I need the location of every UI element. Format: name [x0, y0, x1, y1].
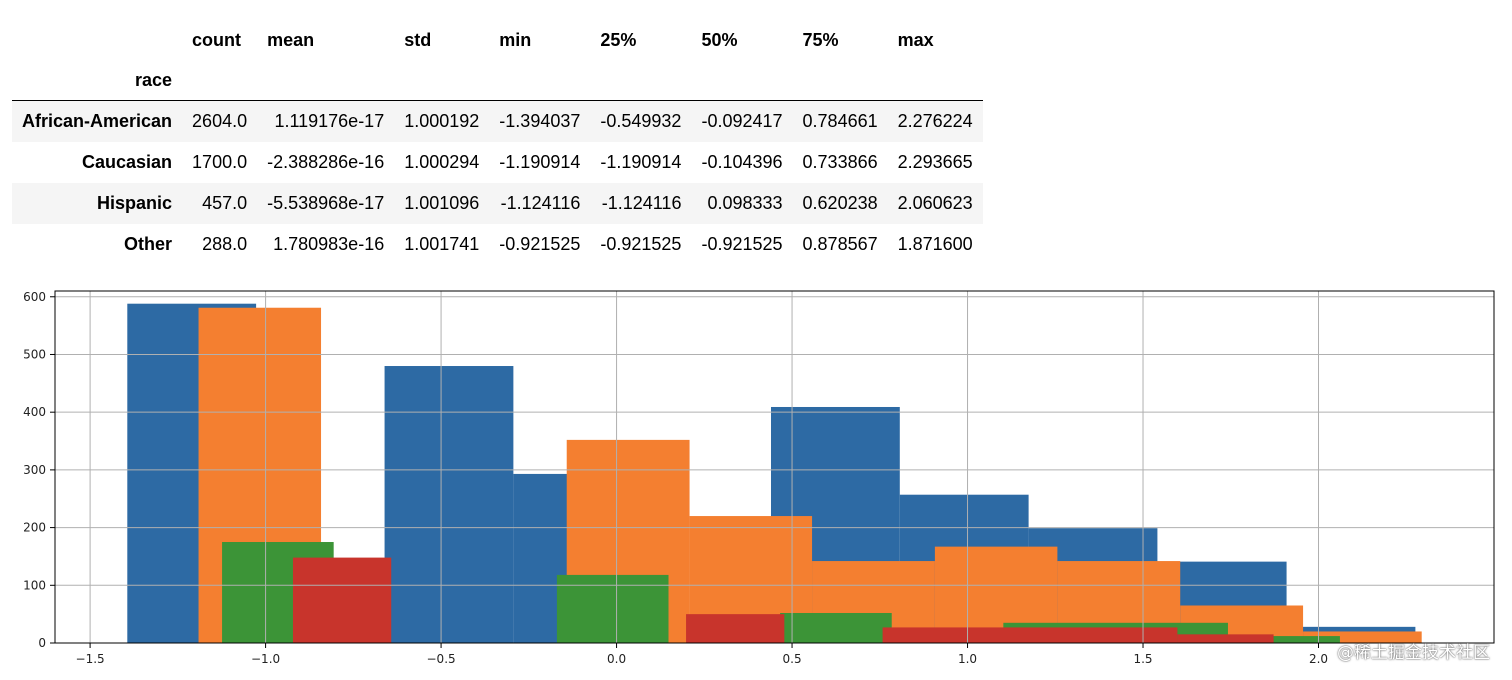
- column-header: min: [499, 29, 532, 50]
- cell: 1.780983e-16: [273, 233, 385, 254]
- watermark: @稀土掘金技术社区: [1337, 643, 1490, 663]
- column-header: count: [192, 29, 242, 50]
- cell: -1.394037: [499, 110, 581, 131]
- cell: -5.538968e-17: [267, 192, 385, 213]
- cell: -0.104396: [701, 151, 783, 172]
- index-name: race: [12, 60, 183, 101]
- cell: 1.001096: [404, 192, 480, 213]
- corner-cell: [12, 20, 182, 60]
- cell: 0.098333: [707, 192, 783, 213]
- cell: 0.620238: [802, 192, 878, 213]
- column-header: 75%: [802, 29, 839, 50]
- cell: -0.921525: [600, 233, 682, 254]
- histogram-bar-s1-b7: [1303, 631, 1422, 643]
- table-row: Caucasian 1700.0 -2.388286e-16 1.000294 …: [12, 142, 983, 183]
- x-tick-label-3: 0.0: [607, 652, 626, 666]
- histogram-bar-s2-b2: [780, 612, 892, 643]
- column-header: 50%: [701, 29, 738, 50]
- column-header: std: [404, 29, 432, 50]
- cell: -2.388286e-16: [267, 151, 385, 172]
- cell: 2.276224: [897, 110, 973, 131]
- x-tick-label-6: 1.5: [1133, 652, 1152, 666]
- column-header: 25%: [600, 29, 637, 50]
- y-tick-label-3: 300: [23, 463, 46, 477]
- x-tick-label-2: −0.5: [427, 652, 456, 666]
- x-tick-label-1: −1.0: [251, 652, 280, 666]
- cell: 1.871600: [897, 233, 973, 254]
- row-label: African-American: [22, 110, 173, 131]
- cell: -0.092417: [701, 110, 783, 131]
- cell: 2.060623: [897, 192, 973, 213]
- row-label: Hispanic: [97, 192, 173, 213]
- column-header: max: [897, 29, 934, 50]
- cell: 2604.0: [192, 110, 248, 131]
- y-tick-label-0: 0: [38, 636, 46, 650]
- histogram-bar-s0-b1: [384, 366, 514, 643]
- cell: 1.000192: [404, 110, 480, 131]
- cell: 1.119176e-17: [274, 110, 385, 131]
- cell: -1.190914: [499, 151, 581, 172]
- cell: -0.549932: [600, 110, 682, 131]
- histogram-bar-s2-b4: [1227, 636, 1340, 643]
- cell: 0.784661: [802, 110, 878, 131]
- plot-frame: [54, 290, 1495, 644]
- cell: 0.733866: [802, 151, 878, 172]
- cell: -1.190914: [600, 151, 682, 172]
- cell: 1.001741: [404, 233, 480, 254]
- y-tick-label-2: 200: [23, 521, 46, 535]
- cell: -1.124116: [500, 192, 581, 213]
- y-tick-label-4: 400: [23, 405, 46, 419]
- row-label: Other: [124, 233, 173, 254]
- y-tick-label-6: 600: [23, 290, 46, 304]
- x-tick-label-0: −1.5: [76, 652, 105, 666]
- table-row: Hispanic 457.0 -5.538968e-17 1.001096 -1…: [12, 182, 983, 224]
- histogram-bar-s3-b2: [882, 627, 1178, 643]
- index-name-row: race: [12, 60, 983, 101]
- x-tick-label-4: 0.5: [783, 652, 802, 666]
- cell: -1.124116: [601, 192, 682, 213]
- table-row: Other 288.0 1.780983e-16 1.001741 -0.921…: [12, 224, 983, 265]
- cell: 457.0: [202, 192, 248, 213]
- x-tick-label-7: 2.0: [1309, 652, 1328, 666]
- row-label: Caucasian: [82, 151, 173, 172]
- histogram-bar-s3-b3: [1177, 634, 1274, 643]
- cell: 288.0: [202, 233, 248, 254]
- histogram-bar-s3-b0: [292, 557, 392, 643]
- cell: -0.921525: [701, 233, 783, 254]
- cell: 1.000294: [404, 151, 480, 172]
- cell: 0.878567: [802, 233, 878, 254]
- histogram-bar-s2-b1: [556, 574, 669, 643]
- histogram-chart: −1.5 −1.0 −0.5 0.0 0.5 1.0 1.5 2.0 0 100 200 300 400…: [23, 290, 1495, 666]
- cell: -0.921525: [499, 233, 581, 254]
- x-tick-label-5: 1.0: [958, 652, 977, 666]
- y-tick-label-5: 500: [23, 347, 46, 361]
- cell: 2.293665: [897, 151, 973, 172]
- table-row: African-American 2604.0 1.119176e-17 1.0…: [12, 100, 983, 142]
- describe-table: count mean std min 25% 50% 75% max race …: [12, 20, 983, 265]
- column-header: mean: [267, 29, 315, 50]
- cell: 1700.0: [192, 151, 248, 172]
- histogram-bar-s3-b1: [686, 614, 785, 643]
- column-header-row: count mean std min 25% 50% 75% max: [12, 20, 983, 60]
- y-tick-label-1: 100: [23, 578, 46, 592]
